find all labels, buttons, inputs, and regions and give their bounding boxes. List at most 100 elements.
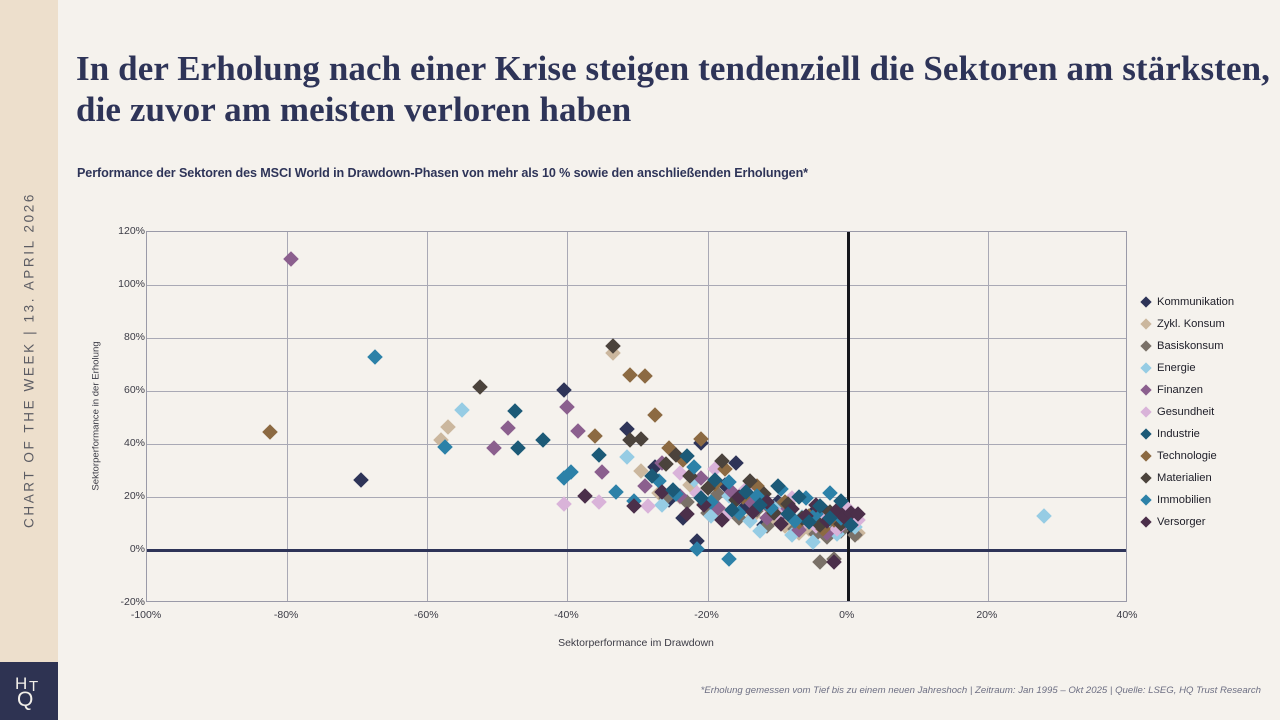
gridline-vertical xyxy=(427,232,429,601)
legend-item-label: Industrie xyxy=(1157,428,1200,440)
legend-diamond-icon xyxy=(1140,450,1152,462)
scatter-point xyxy=(282,250,299,267)
legend-diamond-icon xyxy=(1140,318,1152,330)
legend-item-label: Gesundheit xyxy=(1157,406,1215,418)
scatter-point xyxy=(486,440,502,456)
chart-of-the-week-label: CHART OF THE WEEK | 13. APRIL 2026 xyxy=(21,191,37,529)
x-axis-tick-label: -20% xyxy=(694,609,719,621)
page-subtitle: Performance der Sektoren des MSCI World … xyxy=(77,166,808,180)
svg-text:Q: Q xyxy=(17,688,33,711)
gridline-vertical xyxy=(287,232,289,601)
legend-diamond-icon xyxy=(1140,340,1152,352)
legend-item[interactable]: Zykl. Konsum xyxy=(1140,313,1277,335)
legend-item-label: Energie xyxy=(1157,362,1196,374)
legend-item-label: Kommunikation xyxy=(1157,296,1235,308)
gridline-horizontal xyxy=(147,444,1126,445)
legend-item-label: Finanzen xyxy=(1157,384,1204,396)
legend-item[interactable]: Industrie xyxy=(1140,423,1277,445)
scatter-point xyxy=(507,403,523,419)
scatter-point xyxy=(811,554,828,570)
y-axis-tick-label: 0% xyxy=(129,543,145,555)
y-axis-tick-label: 20% xyxy=(123,490,145,502)
scatter-point xyxy=(622,367,639,383)
legend-item[interactable]: Versorger xyxy=(1140,511,1277,533)
scatter-point xyxy=(559,399,576,415)
gridline-horizontal xyxy=(147,285,1126,286)
y-axis-tick-label: 100% xyxy=(118,278,145,290)
legend-item[interactable]: Technologie xyxy=(1140,445,1277,467)
scatter-point xyxy=(556,381,572,398)
gridline-horizontal xyxy=(147,338,1126,339)
scatter-point xyxy=(647,407,663,423)
y-axis-title: Sektorperformance in der Erholung xyxy=(90,341,102,491)
legend-diamond-icon xyxy=(1140,362,1152,374)
y-axis-tick-label: 40% xyxy=(123,437,145,449)
legend-diamond-icon xyxy=(1140,472,1152,484)
scatter-point xyxy=(472,379,488,395)
y-axis-tick-label: -20% xyxy=(120,596,145,608)
scatter-point xyxy=(454,401,471,418)
scatter-point xyxy=(636,368,653,385)
y-axis-tick-label: 60% xyxy=(123,384,145,396)
scatter-point xyxy=(570,422,586,439)
y-axis-tick-label: 120% xyxy=(118,225,145,237)
x-axis-tick-label: 20% xyxy=(976,609,998,621)
scatter-point xyxy=(587,428,604,444)
scatter-point xyxy=(556,495,572,512)
y-axis-tick-label: 80% xyxy=(123,331,145,343)
legend-diamond-icon xyxy=(1140,296,1152,308)
scatter-point xyxy=(500,420,516,436)
svg-text:H: H xyxy=(15,674,27,693)
gridline-horizontal xyxy=(147,391,1126,392)
legend-item-label: Technologie xyxy=(1157,450,1217,462)
x-axis-title: Sektorperformance im Drawdown xyxy=(558,637,714,649)
scatter-point xyxy=(1036,507,1052,524)
scatter-point xyxy=(366,348,383,365)
zero-line-horizontal xyxy=(147,549,1126,552)
gridline-vertical xyxy=(567,232,569,601)
left-rail: CHART OF THE WEEK | 13. APRIL 2026 H T Q xyxy=(0,0,58,720)
legend-item[interactable]: Basiskonsum xyxy=(1140,335,1277,357)
scatter-point xyxy=(352,471,369,488)
scatter-point xyxy=(640,498,656,515)
x-axis-tick-label: 40% xyxy=(1116,609,1138,621)
legend-item[interactable]: Energie xyxy=(1140,357,1277,379)
gridline-vertical xyxy=(707,232,709,601)
x-axis-tick-label: 0% xyxy=(839,609,855,621)
legend-item-label: Zykl. Konsum xyxy=(1157,318,1225,330)
scatter-point xyxy=(440,418,457,435)
scatter-point xyxy=(619,449,635,466)
page-title: In der Erholung nach einer Krise steigen… xyxy=(76,49,1271,129)
legend-diamond-icon xyxy=(1140,384,1152,396)
x-axis-tick-label: -60% xyxy=(414,609,439,621)
scatter-point xyxy=(591,446,607,463)
scatter-point xyxy=(720,551,737,568)
legend-item[interactable]: Immobilien xyxy=(1140,489,1277,511)
scatter-point xyxy=(510,440,527,456)
legend-diamond-icon xyxy=(1140,516,1152,528)
x-axis-tick-label: -80% xyxy=(273,609,299,621)
legend-item[interactable]: Finanzen xyxy=(1140,379,1277,401)
scatter-point xyxy=(535,432,551,448)
scatter-point xyxy=(261,424,278,440)
svg-text:T: T xyxy=(29,678,38,695)
zero-line-vertical xyxy=(846,232,850,601)
hqt-monogram-icon: H T Q xyxy=(15,674,38,711)
legend-item-label: Versorger xyxy=(1157,516,1206,528)
legend-diamond-icon xyxy=(1140,406,1152,418)
legend-diamond-icon xyxy=(1140,494,1152,506)
scatter-point xyxy=(594,464,611,480)
legend-item[interactable]: Materialien xyxy=(1140,467,1277,489)
hq-trust-logo: H T Q xyxy=(0,662,58,720)
x-axis-tick-label: -40% xyxy=(554,609,579,621)
legend-item-label: Materialien xyxy=(1157,472,1212,484)
x-axis-tick-label: -100% xyxy=(130,609,162,621)
chart-legend: Kommunikation Zykl. Konsum Basiskonsum Ener… xyxy=(1140,291,1277,533)
legend-item-label: Immobilien xyxy=(1157,494,1212,506)
legend-item[interactable]: Kommunikation xyxy=(1140,291,1277,313)
gridline-vertical xyxy=(987,232,989,601)
legend-diamond-icon xyxy=(1140,428,1152,440)
legend-item[interactable]: Gesundheit xyxy=(1140,401,1277,423)
chart-footnote: *Erholung gemessen vom Tief bis zu einem… xyxy=(700,685,1261,696)
